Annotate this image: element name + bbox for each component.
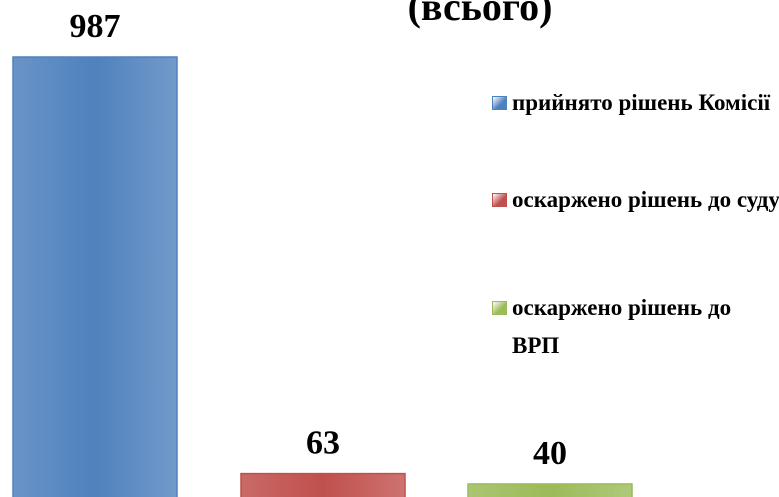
data-label: 40 (533, 435, 567, 472)
legend-swatch (492, 193, 507, 207)
legend-label: оскаржено рішень до суду (512, 187, 779, 212)
bar (240, 472, 406, 497)
chart-title: (всього) (408, 0, 553, 29)
legend-swatch (492, 301, 507, 315)
legend-label: прийнято рішень Комісії (512, 90, 771, 115)
bar (467, 483, 633, 497)
bar (12, 56, 178, 497)
data-label: 63 (306, 425, 340, 462)
data-label: 987 (70, 8, 121, 45)
legend-swatch (492, 96, 507, 110)
legend-label: оскаржено рішень до ВРП (512, 295, 732, 358)
